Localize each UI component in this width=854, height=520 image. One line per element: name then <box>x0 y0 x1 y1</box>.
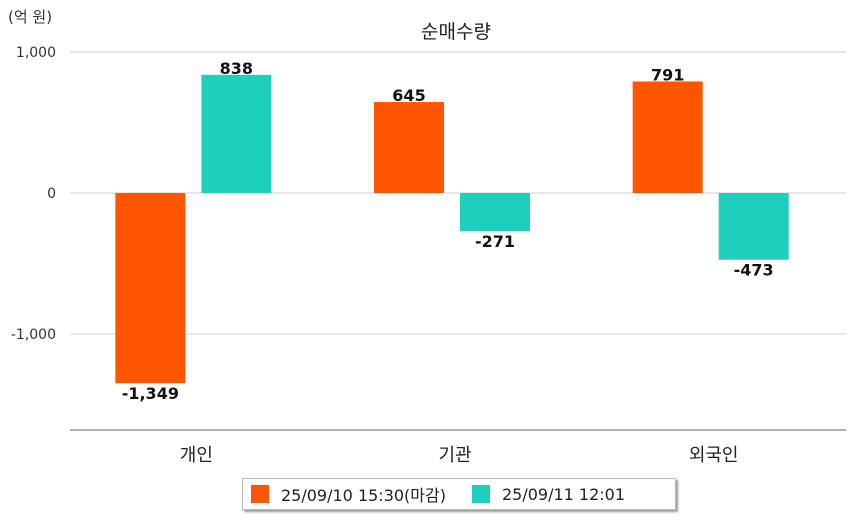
bar <box>115 193 186 384</box>
chart-title: 순매수량 <box>421 21 491 43</box>
unit-label: (억 원) <box>8 8 53 26</box>
data-label: -1,349 <box>122 384 179 403</box>
x-tick-label: 개인 <box>180 445 213 466</box>
bar <box>374 102 444 193</box>
bar <box>201 74 272 193</box>
data-label: -473 <box>734 261 774 280</box>
data-label: -271 <box>475 232 515 251</box>
y-tick-label: -1,000 <box>11 327 56 343</box>
legend-swatch-series-2 <box>471 485 490 503</box>
y-tick-label: 0 <box>47 186 56 202</box>
bar <box>718 193 789 260</box>
bar <box>460 193 530 232</box>
data-label: 791 <box>651 65 684 84</box>
x-tick-label: 외국인 <box>689 445 739 466</box>
legend: 25/09/10 15:30(마감) 25/09/11 12:01 <box>242 478 676 510</box>
legend-label-series-2: 25/09/11 12:01 <box>501 484 626 504</box>
x-tick-label: 기관 <box>438 445 471 466</box>
y-tick-label: 1,000 <box>16 45 56 61</box>
legend-label-series-1: 25/09/10 15:30(마감) <box>281 486 446 505</box>
legend-item-series-2[interactable]: 25/09/11 12:01 <box>471 484 626 504</box>
bar <box>632 81 703 193</box>
data-label: 645 <box>392 86 425 105</box>
legend-swatch-series-1 <box>251 485 269 503</box>
data-label: 838 <box>220 59 253 78</box>
legend-item-series-1[interactable]: 25/09/10 15:30(마감) <box>251 482 446 506</box>
